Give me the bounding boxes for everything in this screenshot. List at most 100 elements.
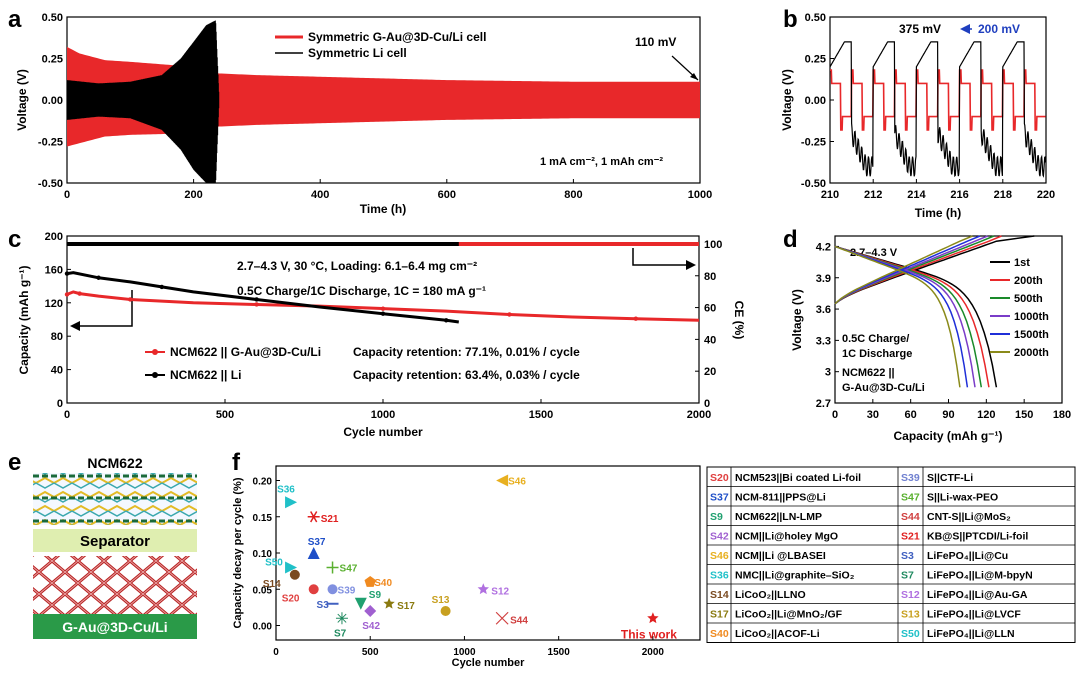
panel-b-chart: Time (h) Voltage (V) 375 mV 200 mV 210 21… [780, 12, 1055, 220]
legend-d-label: 200th [1014, 275, 1043, 287]
table-ref-text: LiFePO₄||Li@M-bpyN [927, 570, 1033, 582]
x-tick-label: 2000 [687, 409, 711, 421]
x-tick-label: 60 [905, 409, 917, 421]
point-label: S36 [277, 484, 295, 495]
x-tick-label: 800 [564, 189, 582, 201]
marker-s40 [364, 576, 376, 587]
y-tick-label: -0.50 [38, 178, 63, 190]
x-tick-label: 210 [821, 189, 839, 201]
y-tick-label: 40 [51, 365, 63, 377]
table-ref-text: NCM-811||PPS@Li [735, 492, 826, 504]
panel-letter-e: e [8, 449, 21, 476]
x-tick-label: 120 [977, 409, 995, 421]
table-ref-id: S9 [710, 511, 723, 523]
y-tick-label: 0.25 [42, 54, 63, 66]
x-tick-label: 150 [1015, 409, 1033, 421]
point-label: S39 [338, 585, 356, 596]
marker-s46 [496, 474, 509, 487]
x-tick-label: 500 [216, 409, 234, 421]
marker-s12 [477, 583, 489, 595]
capacity-point [507, 312, 512, 317]
x-tick-label: 180 [1053, 409, 1071, 421]
y-tick-label: 0.20 [253, 477, 273, 488]
capacity-point [254, 302, 259, 307]
x-tick-label: 30 [867, 409, 879, 421]
schematic-separator [33, 529, 197, 552]
marker-this-work [647, 612, 659, 624]
capacity-point [380, 306, 386, 311]
capacity-point [64, 292, 70, 297]
y-tick-label: -0.50 [801, 178, 826, 190]
y-tick-label: 0.15 [253, 513, 273, 524]
panel-c-chart: Cycle number Capacity (mAh g⁻¹) CE (%) 2… [17, 231, 746, 439]
table-ref-id: S17 [710, 609, 729, 621]
point-label: S20 [282, 593, 300, 604]
capacity-series-0 [66, 290, 700, 322]
panel-f-xlabel: Cycle number [452, 657, 525, 669]
panel-d-ylabel: Voltage (V) [790, 289, 804, 351]
table-ref-text: NCM622||LN-LMP [735, 511, 822, 523]
y-tick-label: -0.25 [801, 137, 826, 149]
point-label: S40 [374, 578, 392, 589]
point-label: S21 [321, 514, 339, 525]
panel-d-xlabel: Capacity (mAh g⁻¹) [893, 429, 1002, 443]
discharge-curve-2000th [834, 245, 961, 388]
capacity-point [64, 271, 70, 276]
y-tick-label: 0.00 [253, 622, 273, 633]
table-ref-text: KB@S||PTCDI/Li-foil [927, 531, 1028, 543]
y-tick-label: 3.6 [816, 304, 831, 316]
table-ref-id: S39 [901, 472, 920, 484]
y-tick-label: 2.7 [816, 398, 831, 410]
y-tick-label: 3.3 [816, 335, 831, 347]
table-ref-id: S3 [901, 550, 914, 562]
annotation-conditions-2: 0.5C Charge/1C Discharge, 1C = 180 mA g⁻… [237, 284, 486, 298]
y2-tick-label: 60 [704, 303, 716, 315]
panel-a-xlabel: Time (h) [360, 202, 406, 216]
table-ref-text: LiFePO₄||Li@LLN [927, 628, 1015, 640]
table-ref-text: NMC||Li@graphite–SiO₂ [735, 570, 855, 582]
x-tick-label: 0 [64, 189, 70, 201]
annotation-d-cell-2: G-Au@3D-Cu/Li [842, 382, 925, 394]
annotation-200mv: 200 mV [978, 22, 1020, 36]
table-ref-text: LiCoO₂||ACOF-Li [735, 628, 820, 640]
table-ref-id: S21 [901, 531, 920, 543]
panel-b-xlabel: Time (h) [915, 206, 961, 220]
table-ref-text: LiCoO₂||LLNO [735, 589, 806, 601]
x-tick-label: 2000 [642, 647, 665, 658]
panel-e-schematic: NCM622 Separator G-Au@3D-Cu/Li [33, 455, 197, 639]
arrow-ce-axis [632, 248, 688, 266]
legend-a-label-red: Symmetric G-Au@3D-Cu/Li cell [308, 30, 486, 44]
schematic-anode-base [33, 614, 197, 639]
annotation-375mv: 375 mV [899, 22, 941, 36]
capacity-point [254, 297, 259, 302]
table-ref-id: S13 [901, 609, 920, 621]
annotation-110mv: 110 mV [635, 35, 676, 49]
table-ref-text: NCM523||Bi coated Li-foil [735, 472, 861, 484]
series-red-band [67, 46, 700, 147]
legend-d-label: 1000th [1014, 311, 1049, 323]
panel-f-ylabel: Capacity decay per cycle (%) [232, 477, 244, 628]
annotation-d-discharge: 1C Discharge [842, 348, 912, 360]
point-label: S44 [510, 615, 528, 626]
legend-c-marker-black [152, 372, 158, 378]
table-ref-text: LiCoO₂||Li@MnO₂/GF [735, 609, 843, 621]
y-tick-label: 0.00 [805, 95, 826, 107]
point-label: S14 [263, 579, 281, 590]
marker-s9 [354, 597, 367, 610]
arrow-capacity-axis [78, 290, 133, 327]
y-tick-label: 3 [825, 367, 831, 379]
table-ref-text: NCM||Li @LBASEI [735, 550, 826, 562]
capacity-point [96, 275, 101, 280]
y-tick-label: 120 [45, 298, 63, 310]
table-ref-text: NCM||Li@holey MgO [735, 531, 838, 543]
point-label: S17 [397, 601, 415, 612]
capacity-point [633, 316, 638, 321]
annotation-d-cell-1: NCM622 || [842, 367, 895, 379]
table-ref-id: S37 [710, 492, 729, 504]
x-tick-label: 200 [184, 189, 202, 201]
x-tick-label: 1500 [529, 409, 553, 421]
legend-c-retention-red: Capacity retention: 77.1%, 0.01% / cycle [353, 345, 580, 359]
panel-d-chart: Capacity (mAh g⁻¹) Voltage (V) 2.7–4.3 V… [790, 235, 1071, 443]
arrow-200mv-head [960, 24, 970, 34]
